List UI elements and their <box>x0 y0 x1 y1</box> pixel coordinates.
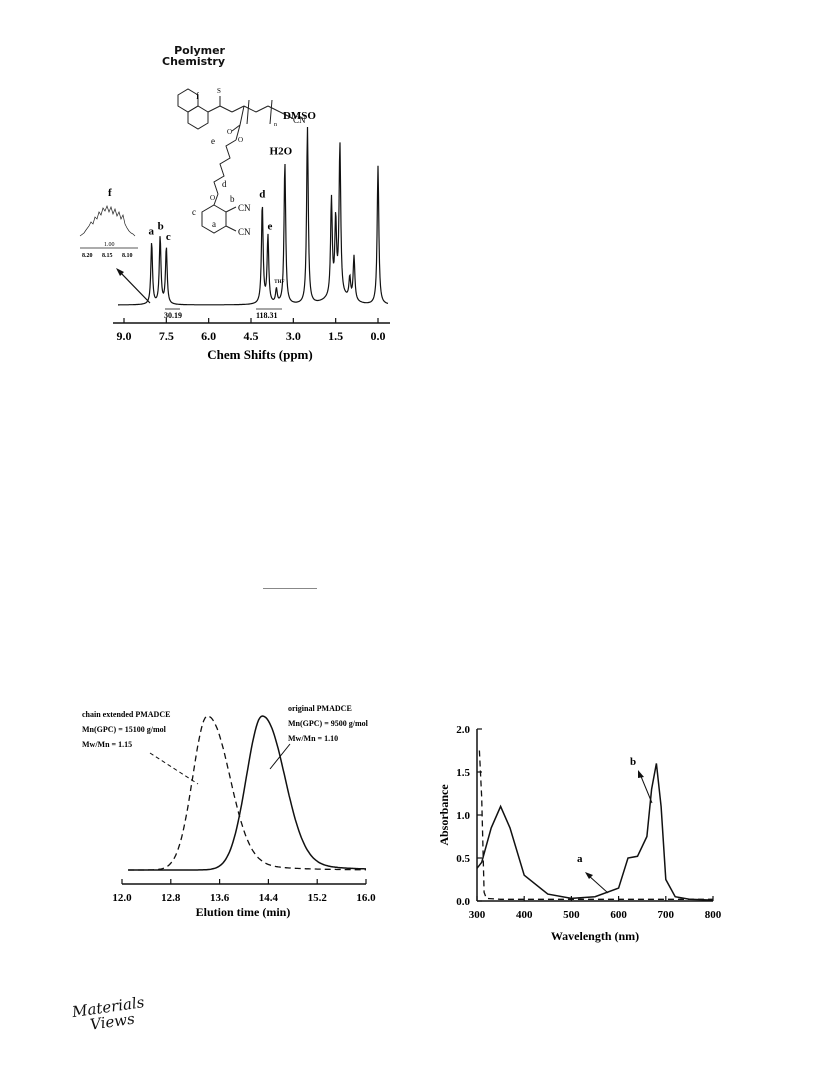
nmr-tick-label-5: 1.5 <box>328 329 343 343</box>
uv-figure: 300 400 500 600 700 800 0.0 0.5 1.0 1.5 2.0 Wavele… <box>437 724 722 943</box>
uv-y-tick-label-4: 2.0 <box>456 724 470 736</box>
inset-trace <box>79 204 136 237</box>
inset-tick-3: 8.10 <box>122 253 133 259</box>
nmr-peak-label-7: DMSO <box>283 110 316 122</box>
gpc-tick-label-1: 12.8 <box>161 892 181 904</box>
uv-y-tick-label-3: 1.5 <box>456 767 470 779</box>
structure-label-d: d <box>222 179 227 189</box>
uv-curve-a <box>478 750 713 900</box>
structure-label-f: f <box>196 91 199 101</box>
uv-x-tick-label-0: 300 <box>469 909 486 921</box>
uv-curve-b <box>476 763 714 901</box>
uv-x-tick-label-5: 800 <box>705 909 722 921</box>
gpc-figure: 12.0 12.8 13.6 14.4 15.2 16.0 Elution time (m… <box>82 704 376 919</box>
uv-label-b: b <box>630 756 636 768</box>
structure-label-b: b <box>230 194 235 204</box>
nmr-tick-label-3: 4.5 <box>244 329 259 343</box>
structure-label-n: n <box>274 122 277 128</box>
uv-y-axis-label: Absorbance <box>437 784 451 846</box>
structure-labels: f e d c b a CN CN CN n S O O O <box>192 87 306 237</box>
structure-label-s: S <box>217 87 221 95</box>
structure-label-cn3: CN <box>293 115 306 125</box>
nmr-peak-label-4: e <box>267 220 272 232</box>
journal-name: Polymer Chemistry <box>150 45 225 67</box>
nmr-peak-label-6: H2O <box>270 146 293 158</box>
gpc-tick-label-2: 13.6 <box>210 892 230 904</box>
structure-label-a: a <box>212 219 216 229</box>
structure-label-cn1: CN <box>238 203 251 213</box>
uv-x-tick-label-1: 400 <box>516 909 533 921</box>
uv-y-tick-label-2: 1.0 <box>456 810 470 822</box>
structure-label-cn2: CN <box>238 227 251 237</box>
structure-label-o1: O <box>227 128 232 136</box>
nmr-tick-label-1: 7.5 <box>159 329 174 343</box>
nmr-x-ticks: 9.0 7.5 6.0 4.5 3.0 1.5 0.0 <box>117 318 386 343</box>
gpc-curve-chain-extended <box>128 715 367 871</box>
uv-y-tick-label-1: 0.5 <box>456 853 470 865</box>
gpc-tick-label-5: 16.0 <box>356 892 376 904</box>
nmr-tick-label-0: 9.0 <box>117 329 132 343</box>
gpc-annot-right-3: Mw/Mn = 1.10 <box>288 734 338 743</box>
structure-label-o3: O <box>210 194 215 202</box>
integral-aliphatic: 118.31 <box>256 311 278 320</box>
inset-label: f <box>108 187 112 199</box>
gpc-annot-left-2: Mn(GPC) = 15100 g/mol <box>82 725 167 734</box>
gpc-x-ticks: 12.0 12.8 13.6 14.4 15.2 16.0 <box>112 879 376 904</box>
structure-label-c: c <box>192 207 196 217</box>
gpc-x-axis-label: Elution time (min) <box>196 905 291 919</box>
gpc-annot-left-3: Mw/Mn = 1.15 <box>82 740 132 749</box>
gpc-annot-right-2: Mn(GPC) = 9500 g/mol <box>288 719 369 728</box>
nmr-peak-label-5: THF <box>274 280 284 285</box>
journal-name-line2: Chemistry <box>162 55 225 68</box>
uv-label-a: a <box>577 853 583 865</box>
inset-tick-1: 8.20 <box>82 253 93 259</box>
integral-aromatic: 30.19 <box>164 311 182 320</box>
uv-ticks: 300 400 500 600 700 800 0.0 0.5 1.0 1.5 2.0 <box>456 724 722 921</box>
chemical-structure <box>177 88 293 234</box>
divider-rule <box>263 588 317 589</box>
nmr-figure: f e d c b a CN CN CN n S O O O a bcdeTHFH… <box>79 87 390 362</box>
inset-integral: 1.00 <box>104 242 115 248</box>
gpc-curve-original <box>128 715 366 871</box>
nmr-inset: f 1.00 8.20 8.15 8.10 <box>79 187 151 304</box>
gpc-tick-label-0: 12.0 <box>112 892 132 904</box>
nmr-x-axis-label: Chem Shifts (ppm) <box>207 347 312 362</box>
journal-name-line1: Polymer <box>174 44 225 57</box>
nmr-peak-label-3: d <box>259 188 265 200</box>
nmr-tick-label-2: 6.0 <box>201 329 216 343</box>
nmr-tick-label-6: 0.0 <box>371 329 386 343</box>
uv-x-tick-label-4: 700 <box>658 909 675 921</box>
gpc-tick-label-3: 14.4 <box>259 892 279 904</box>
uv-x-tick-label-3: 600 <box>610 909 627 921</box>
gpc-annot-left-1: chain extended PMADCE <box>82 710 170 719</box>
nmr-peak-label-1: b <box>158 220 164 232</box>
uv-x-tick-label-2: 500 <box>563 909 580 921</box>
nmr-tick-label-4: 3.0 <box>286 329 301 343</box>
gpc-tick-label-4: 15.2 <box>308 892 328 904</box>
uv-y-tick-label-0: 0.0 <box>456 896 470 908</box>
nmr-peak-label-2: c <box>166 231 171 243</box>
gpc-annot-right-1: original PMADCE <box>288 704 352 713</box>
uv-x-axis-label: Wavelength (nm) <box>551 929 639 943</box>
structure-label-e: e <box>211 136 215 146</box>
structure-label-o2: O <box>238 136 243 144</box>
nmr-spectrum-line <box>118 126 389 306</box>
inset-tick-2: 8.15 <box>102 253 113 259</box>
nmr-peak-label-0: a <box>148 226 154 238</box>
